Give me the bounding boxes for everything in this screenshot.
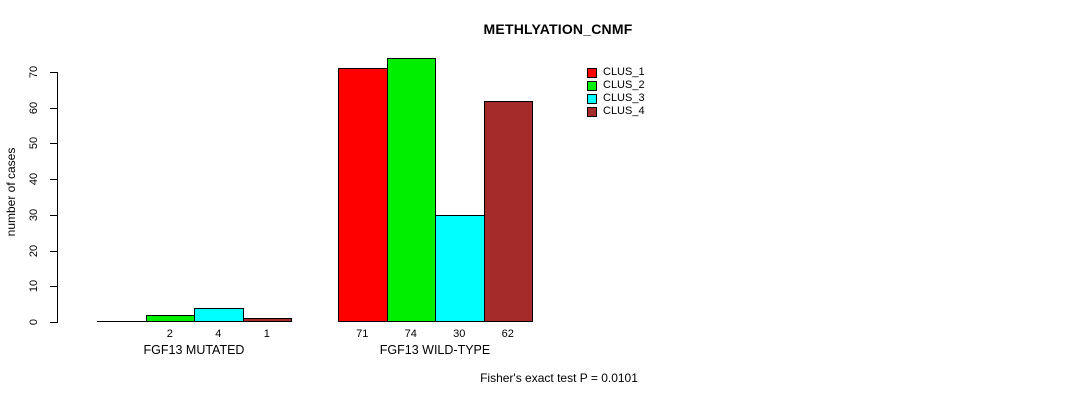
y-axis-tick-label: 0 bbox=[28, 318, 40, 326]
bar-value-label: 4 bbox=[215, 328, 222, 340]
y-axis-tick bbox=[50, 143, 57, 144]
fisher-test-annotation: Fisher's exact test P = 0.0101 bbox=[480, 371, 638, 385]
bar-clus-1-fgf13-wild-type bbox=[338, 68, 388, 322]
bar-value-label: 1 bbox=[263, 328, 270, 340]
legend-item-clus-3: CLUS_3 bbox=[587, 92, 645, 105]
bar-value-label: 2 bbox=[166, 328, 173, 340]
category-label-fgf13-wild-type: FGF13 WILD-TYPE bbox=[379, 343, 491, 357]
y-axis-tick bbox=[50, 179, 57, 180]
legend-label: CLUS_4 bbox=[603, 105, 645, 117]
y-axis-tick bbox=[50, 286, 57, 287]
legend: CLUS_1 CLUS_2 CLUS_3 CLUS_4 bbox=[587, 66, 645, 118]
legend-swatch-clus-4 bbox=[587, 106, 597, 117]
y-axis-tick-label: 30 bbox=[28, 208, 40, 222]
category-label-fgf13-mutated: FGF13 MUTATED bbox=[143, 343, 245, 357]
y-axis-tick-label: 50 bbox=[28, 136, 40, 150]
chart-title: METHLYATION_CNMF bbox=[483, 21, 633, 37]
legend-item-clus-4: CLUS_4 bbox=[587, 105, 645, 118]
bar-clus-2-fgf13-mutated bbox=[145, 315, 195, 322]
bar-clus-2-fgf13-wild-type bbox=[386, 58, 436, 322]
y-axis-tick bbox=[50, 322, 57, 323]
y-axis-title: number of cases bbox=[4, 147, 18, 237]
y-axis-tick-label: 40 bbox=[28, 172, 40, 186]
bar-clus-3-fgf13-mutated bbox=[194, 308, 244, 322]
bar-clus-3-fgf13-wild-type bbox=[435, 215, 485, 322]
y-axis-tick bbox=[50, 215, 57, 216]
y-axis-tick-label: 10 bbox=[28, 279, 40, 293]
legend-label: CLUS_3 bbox=[603, 92, 645, 104]
legend-swatch-clus-1 bbox=[587, 67, 597, 78]
y-axis-tick bbox=[50, 251, 57, 252]
y-axis-line bbox=[57, 72, 58, 323]
bar-value-label: 71 bbox=[356, 328, 369, 340]
bar-value-label: 74 bbox=[404, 328, 417, 340]
legend-swatch-clus-2 bbox=[587, 80, 597, 91]
bar-clus-4-fgf13-wild-type bbox=[483, 101, 533, 322]
y-axis-tick-label: 70 bbox=[28, 65, 40, 79]
bar-clus-4-fgf13-mutated bbox=[242, 318, 292, 322]
bar-value-label: 30 bbox=[453, 328, 466, 340]
y-axis-tick bbox=[50, 108, 57, 109]
y-axis-tick-label: 60 bbox=[28, 101, 40, 115]
legend-item-clus-2: CLUS_2 bbox=[587, 79, 645, 92]
legend-swatch-clus-3 bbox=[587, 93, 597, 104]
y-axis-tick-label: 20 bbox=[28, 244, 40, 258]
y-axis-tick bbox=[50, 72, 57, 73]
bar-value-label: 62 bbox=[501, 328, 514, 340]
legend-item-clus-1: CLUS_1 bbox=[587, 66, 645, 79]
bar-clus-1-fgf13-mutated bbox=[97, 321, 146, 322]
legend-label: CLUS_2 bbox=[603, 79, 645, 91]
legend-label: CLUS_1 bbox=[603, 66, 645, 78]
